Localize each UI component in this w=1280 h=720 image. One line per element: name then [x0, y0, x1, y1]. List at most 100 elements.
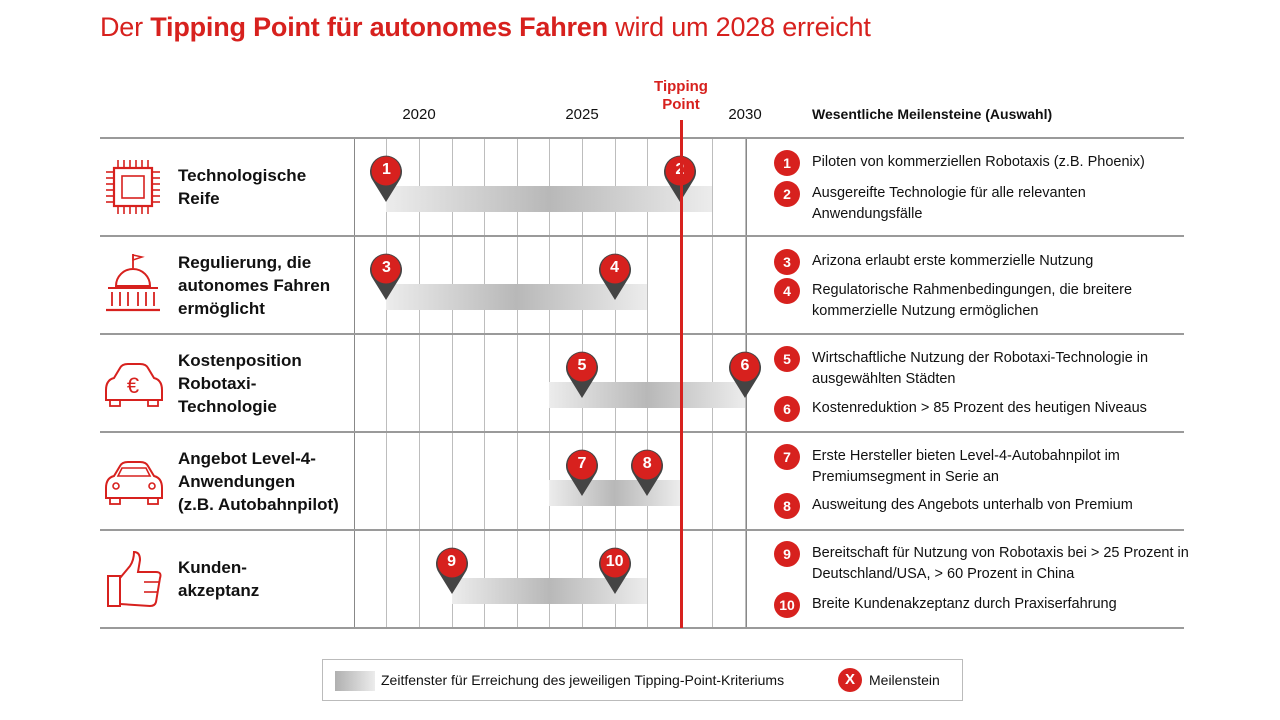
- map-pin-icon: [598, 253, 631, 300]
- row-label: Kunden-akzeptanz: [178, 556, 259, 602]
- milestone-number: 7: [774, 444, 800, 470]
- milestone-number: 3: [774, 249, 800, 275]
- milestone-number: 4: [774, 278, 800, 304]
- milestone-pin: 5: [565, 351, 599, 399]
- milestone-text: Bereitschaft für Nutzung von Robotaxis b…: [812, 545, 1189, 582]
- grid-line: [516, 138, 518, 628]
- time-window-bar: [386, 284, 648, 310]
- milestone-text: Ausgereifte Technologie für alle relevan…: [812, 185, 1086, 222]
- grid-border: [354, 138, 355, 628]
- milestone-pin: 7: [565, 449, 599, 497]
- milestone-pin: 4: [598, 253, 632, 301]
- government-building-icon: [106, 254, 160, 312]
- pin-number: 7: [577, 455, 587, 472]
- row-label-line: Regulierung, die: [178, 252, 312, 272]
- row-label-line: ermöglicht: [178, 298, 265, 318]
- svg-text:€: €: [127, 373, 139, 398]
- row-label-line: autonomes Fahren: [178, 275, 331, 295]
- row-divider: [100, 137, 1184, 139]
- milestone-number: 8: [774, 493, 800, 519]
- row-divider: [100, 333, 1184, 335]
- row-label-line: Robotaxi-: [178, 373, 257, 393]
- map-pin-icon: [663, 155, 696, 202]
- milestone-pin: 2: [663, 155, 697, 203]
- milestone-number: 5: [774, 346, 800, 372]
- pin-number: 1: [381, 161, 391, 178]
- legend-milestone-label: Meilenstein: [869, 672, 940, 688]
- milestone-text: Breite Kundenakzeptanz durch Praxiserfah…: [812, 596, 1117, 612]
- row-label: Kostenposition Robotaxi- Technologie: [178, 349, 302, 418]
- row-label-line: Technologische: [178, 166, 307, 185]
- pin-number: 6: [740, 357, 750, 374]
- grid-line: [451, 138, 453, 628]
- row-label-line: Kunden-: [178, 558, 247, 577]
- grid-line: [386, 138, 388, 628]
- row-label-line: Kostenposition: [178, 350, 302, 370]
- milestone-number: 2: [774, 181, 800, 207]
- milestone-number: 1: [774, 150, 800, 176]
- euro-car-icon: €: [105, 363, 163, 407]
- legend-window-swatch: [335, 671, 375, 691]
- map-pin-icon: [370, 253, 403, 300]
- milestone-pin: 8: [630, 449, 664, 497]
- milestone-pin: 9: [435, 547, 469, 595]
- milestone-text: Ausweitung des Angebots unterhalb von Pr…: [812, 497, 1133, 513]
- legend-window-label: Zeitfenster für Erreichung des jeweilige…: [381, 672, 785, 688]
- time-window-bar: [549, 480, 680, 506]
- pin-number: 4: [610, 259, 620, 276]
- row-label-line: Anwendungen: [178, 471, 296, 491]
- car-icon: [105, 461, 163, 505]
- milestone-pin: 6: [728, 351, 762, 399]
- year-label: 2020: [402, 106, 436, 123]
- year-label: 2025: [565, 106, 599, 123]
- map-pin-icon: [631, 449, 664, 496]
- thumbs-up-icon: [107, 550, 162, 608]
- row-label-line: Angebot Level-4-: [178, 448, 316, 468]
- legend-milestone-symbol: X: [838, 668, 862, 692]
- milestone-number: 6: [774, 396, 800, 422]
- row-label-line: Reife: [178, 189, 220, 208]
- map-pin-icon: [566, 351, 598, 398]
- chip-icon: [106, 160, 160, 214]
- pin-number: 3: [381, 259, 391, 276]
- milestone-number: 9: [774, 541, 800, 567]
- row-label: Technologische Reife: [178, 164, 306, 210]
- map-pin-icon: [435, 547, 468, 594]
- pin-number: 2: [663, 161, 697, 179]
- milestone-pin: 1: [369, 155, 403, 203]
- legend: Zeitfenster für Erreichung des jeweilige…: [322, 659, 963, 701]
- milestone-pin: 3: [369, 253, 403, 301]
- milestone-number: 10: [774, 592, 800, 618]
- milestone-text: Piloten von kommerziellen Robotaxis (z.B…: [812, 154, 1145, 170]
- time-window-bar: [386, 186, 713, 212]
- year-label: 2030: [728, 106, 762, 123]
- tipping-point-label: Tipping Point: [654, 78, 708, 113]
- row-label-line: (z.B. Autobahnpilot): [178, 494, 339, 514]
- pin-number: 5: [577, 357, 587, 374]
- tipping-point-line: [680, 120, 683, 628]
- row-divider: [100, 529, 1184, 531]
- milestone-text: Wirtschaftliche Nutzung der Robotaxi-Tec…: [812, 350, 1149, 387]
- row-divider: [100, 431, 1184, 433]
- row-label: Regulierung, die autonomes Fahren ermöglic…: [178, 251, 330, 320]
- pin-number: 8: [642, 455, 652, 472]
- row-divider: [100, 235, 1184, 237]
- pin-number: 9: [447, 553, 457, 570]
- milestone-text: Erste Hersteller bieten Level-4-Autobahn…: [812, 448, 1120, 485]
- map-pin-icon: [598, 547, 631, 594]
- milestones-header: Wesentliche Meilensteine (Auswahl): [812, 106, 1053, 122]
- milestone-pin: 10: [598, 547, 632, 595]
- map-pin-icon: [566, 449, 598, 496]
- row-label-line: akzeptanz: [178, 581, 260, 600]
- row-divider: [100, 627, 1184, 629]
- milestone-text: Kostenreduktion > 85 Prozent des heutige…: [812, 400, 1147, 416]
- milestone-text: Arizona erlaubt erste kommerzielle Nutzu…: [812, 253, 1094, 269]
- grid-line: [484, 138, 486, 628]
- page-title: Der Tipping Point für autonomes Fahren w…: [100, 12, 871, 42]
- map-pin-icon: [729, 351, 761, 398]
- pin-number: 10: [605, 553, 624, 570]
- milestone-text: Regulatorische Rahmenbedingungen, die br…: [812, 282, 1133, 319]
- row-label: Angebot Level-4- Anwendungen (z.B. Autobah…: [178, 447, 339, 516]
- grid-line: [419, 138, 420, 628]
- map-pin-icon: [370, 155, 403, 202]
